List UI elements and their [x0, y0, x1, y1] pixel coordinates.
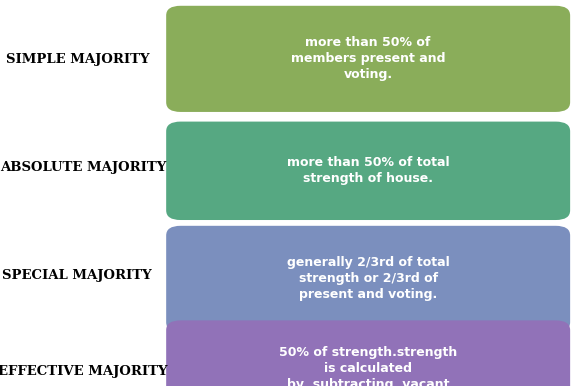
- Text: generally 2/3rd of total
strength or 2/3rd of
present and voting.: generally 2/3rd of total strength or 2/3…: [286, 256, 450, 301]
- FancyBboxPatch shape: [166, 6, 570, 112]
- Text: 50% of strength.strength
is calculated
by  subtracting  vacant
seats from total : 50% of strength.strength is calculated b…: [277, 346, 459, 386]
- FancyBboxPatch shape: [166, 320, 570, 386]
- Text: more than 50% of total
strength of house.: more than 50% of total strength of house…: [287, 156, 449, 185]
- Text: more than 50% of
members present and
voting.: more than 50% of members present and vot…: [291, 36, 445, 81]
- Text: ABSOLUTE MAJORITY: ABSOLUTE MAJORITY: [0, 161, 166, 174]
- Text: SPECIAL MAJORITY: SPECIAL MAJORITY: [2, 269, 152, 283]
- FancyBboxPatch shape: [166, 226, 570, 332]
- Text: EFFECTIVE MAJORITY: EFFECTIVE MAJORITY: [0, 365, 168, 378]
- FancyBboxPatch shape: [166, 122, 570, 220]
- Text: SIMPLE MAJORITY: SIMPLE MAJORITY: [6, 53, 149, 66]
